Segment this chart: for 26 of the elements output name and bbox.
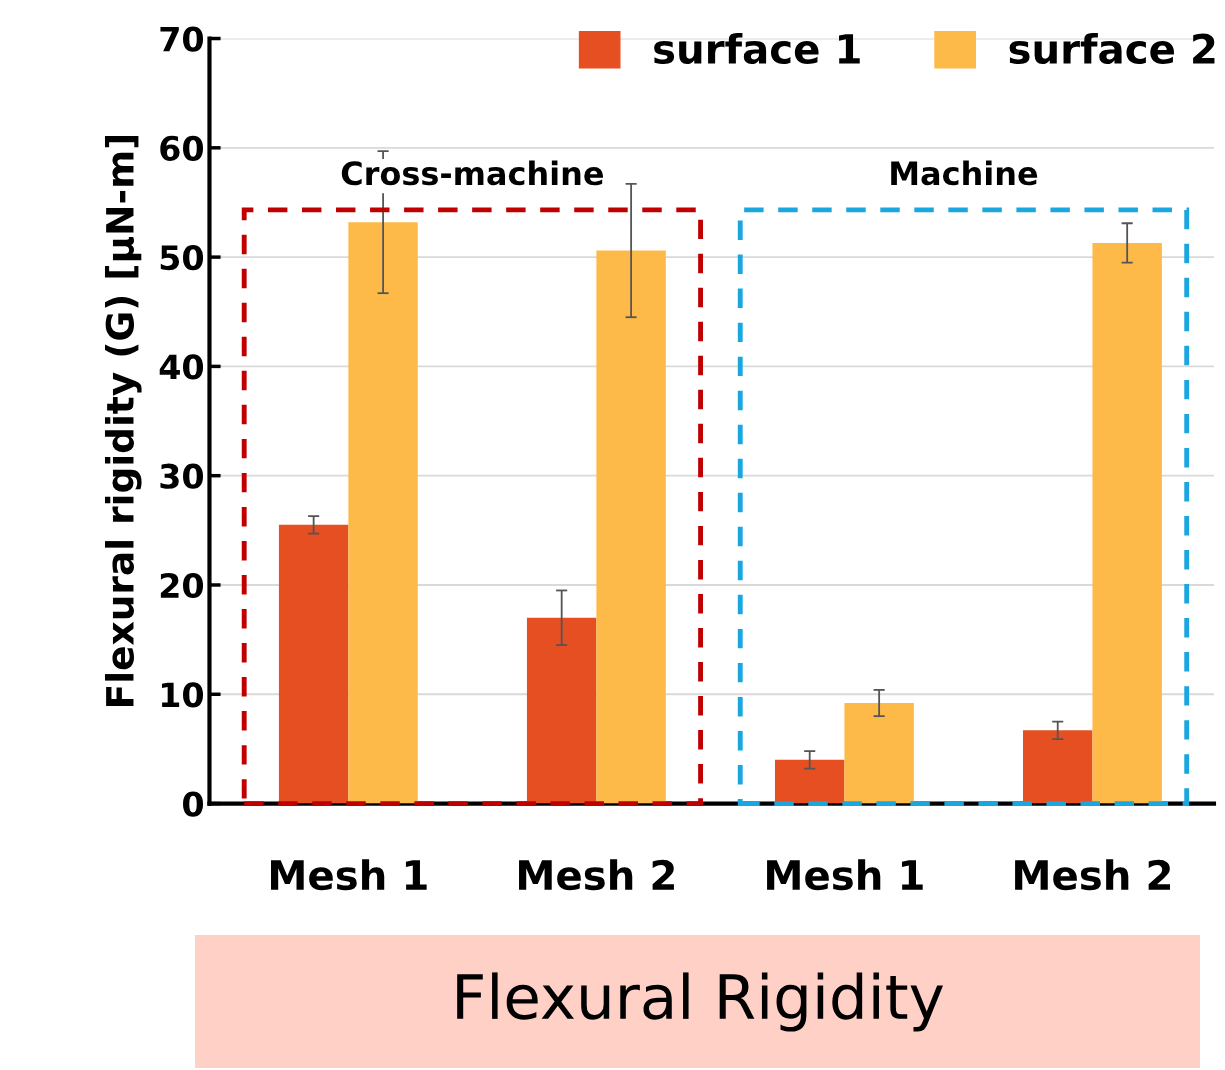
bar <box>596 250 666 804</box>
legend-label: surface 2 <box>1009 32 1215 65</box>
x-tick-label: Mesh 2 <box>1015 859 1170 891</box>
x-tick-label: Mesh 1 <box>767 859 923 891</box>
bar <box>1092 242 1162 804</box>
y-tick-label: 50 <box>160 245 204 271</box>
y-tick-label: 20 <box>160 572 204 599</box>
annotation: Cross-machine <box>341 160 603 186</box>
bar <box>278 524 349 804</box>
bar <box>774 759 845 804</box>
x-tick-label: Mesh 2 <box>519 859 674 891</box>
y-tick-label: 0 <box>183 791 204 817</box>
y-tick-label: 40 <box>159 354 204 380</box>
y-tick-label: 70 <box>160 26 204 52</box>
legend-label: surface 1 <box>654 32 860 65</box>
y-axis-title: Flexural rigidity (G) [µN-m] <box>104 135 142 706</box>
bar <box>348 222 418 804</box>
y-tick-label: 10 <box>161 682 204 708</box>
annotation: Machine <box>891 160 1038 186</box>
y-tick-label: 30 <box>160 463 204 489</box>
bar <box>526 617 597 804</box>
bar <box>844 703 914 804</box>
bar <box>1023 730 1093 804</box>
x-tick-label: Mesh 1 <box>271 859 427 891</box>
x-axis-title: Flexural Rigidity <box>457 972 943 1032</box>
y-tick-label: 60 <box>160 135 204 161</box>
